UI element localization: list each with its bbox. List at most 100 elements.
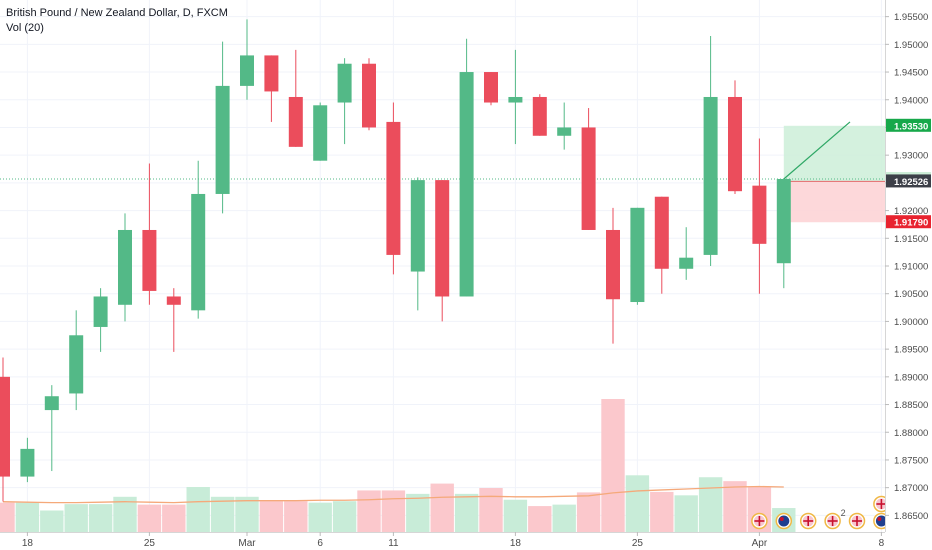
- volume-moving-average: [2, 485, 784, 504]
- price-tick-label: 1.91000: [894, 262, 928, 273]
- volume-bar: [625, 475, 650, 532]
- candle-body: [508, 96, 523, 103]
- candle-body: [435, 180, 450, 297]
- volume-bar: [0, 502, 15, 532]
- volume-bar: [210, 496, 235, 532]
- symbol-title: British Pound / New Zealand Dollar, D, F…: [6, 7, 228, 19]
- volume-bar: [552, 504, 576, 532]
- volume-bar: [723, 481, 747, 532]
- volume-ma-line: [2, 485, 784, 504]
- volume-bar: [162, 504, 186, 532]
- candle-body: [215, 85, 230, 194]
- price-tick-label: 1.87500: [894, 455, 928, 466]
- volume-bar: [332, 501, 357, 532]
- volume-bar: [528, 506, 552, 532]
- candle-body: [679, 257, 694, 269]
- nz-flag-icon-detail: [877, 517, 882, 521]
- price-tick-label: 1.90000: [894, 317, 928, 328]
- time-tick-label: 25: [144, 538, 156, 549]
- candle-body: [654, 196, 669, 269]
- price-label-entry: [886, 174, 931, 188]
- event-count-badge: 2: [841, 508, 846, 518]
- candle-body: [703, 96, 718, 255]
- volume-bar: [113, 496, 137, 532]
- price-tick-label: 1.88500: [894, 400, 928, 411]
- volume-bar: [406, 493, 430, 532]
- candle-body: [118, 229, 132, 305]
- price-tick-label: 1.94500: [894, 68, 928, 79]
- candle-body: [191, 193, 206, 311]
- volume-bars: [0, 399, 796, 532]
- candle-body: [776, 178, 791, 264]
- volume-bar: [454, 493, 479, 532]
- candle-body: [240, 55, 254, 86]
- volume-bar: [650, 491, 674, 532]
- price-tick-label: 1.89000: [894, 372, 928, 383]
- price-tick-label: 1.95000: [894, 40, 928, 51]
- candle-body: [484, 72, 498, 103]
- chart-legend: British Pound / New Zealand Dollar, D, F…: [6, 6, 228, 36]
- price-tick-label: 1.88000: [894, 428, 928, 439]
- candle-body: [606, 229, 620, 300]
- price-tick-label: 1.92000: [894, 206, 928, 217]
- nz-flag-icon: [778, 515, 790, 527]
- volume-bar: [88, 504, 113, 532]
- time-tick-label: 6: [317, 538, 323, 549]
- candle-body: [362, 63, 376, 128]
- volume-bar: [357, 490, 381, 532]
- candle-body: [337, 63, 352, 103]
- candle-body: [728, 96, 742, 192]
- price-axis[interactable]: 1.86500 1.87000 1.87500 1.88000 1.88500 1.890…: [885, 0, 932, 550]
- time-axis[interactable]: 18 25 Mar 6 11 18 25 Apr 8: [0, 532, 932, 550]
- volume-bar: [40, 510, 64, 532]
- candle-body: [44, 396, 59, 411]
- volume-indicator-label[interactable]: Vol (20): [6, 22, 44, 34]
- time-axis-background: [0, 532, 932, 550]
- candle-body: [532, 96, 547, 136]
- time-tick-label: 25: [632, 538, 644, 549]
- volume-bar: [15, 502, 40, 532]
- time-tick-label: 18: [22, 538, 34, 549]
- price-tick-label: 1.94000: [894, 95, 928, 106]
- candle-body: [752, 185, 767, 244]
- volume-bar: [259, 501, 284, 532]
- price-label-target: [886, 118, 931, 132]
- long-position-tool[interactable]: [0, 121, 885, 223]
- volume-bar: [137, 504, 162, 532]
- volume-bar: [503, 499, 528, 532]
- candle-body: [459, 72, 474, 297]
- volume-bar: [601, 399, 625, 532]
- candle-body: [386, 121, 401, 255]
- volume-bar: [381, 490, 406, 532]
- candle-body: [313, 105, 328, 161]
- candle-body: [630, 207, 645, 303]
- time-tick-label: Mar: [238, 538, 256, 549]
- price-tick-label: 1.87000: [894, 483, 928, 494]
- price-tick-label: 1.86500: [894, 511, 928, 522]
- time-tick-label: Apr: [752, 538, 768, 549]
- candle-body: [264, 55, 279, 92]
- price-tick-label: 1.93000: [894, 151, 928, 162]
- time-tick-label: 18: [510, 538, 522, 549]
- projection-line: [783, 121, 851, 180]
- target-zone: [783, 125, 885, 182]
- volume-bar: [698, 477, 723, 532]
- volume-bar: [308, 502, 332, 532]
- candle-body: [410, 180, 425, 272]
- candle-body: [69, 335, 84, 394]
- price-tick-label: 1.90500: [894, 289, 928, 300]
- candle-body: [581, 127, 596, 230]
- volume-bar: [235, 496, 259, 532]
- candle-body: [93, 296, 108, 327]
- volume-bar: [430, 483, 454, 532]
- nz-flag-icon-detail: [779, 517, 784, 521]
- price-label-entry-text: 1.92526: [894, 177, 928, 188]
- volume-bar: [64, 504, 88, 532]
- price-label-stop-text: 1.91790: [894, 218, 928, 229]
- candle-body: [557, 127, 572, 136]
- candle-body: [288, 96, 303, 147]
- price-label-target-text: 1.93530: [894, 121, 928, 132]
- volume-bar: [674, 495, 698, 532]
- candle-body: [20, 448, 35, 477]
